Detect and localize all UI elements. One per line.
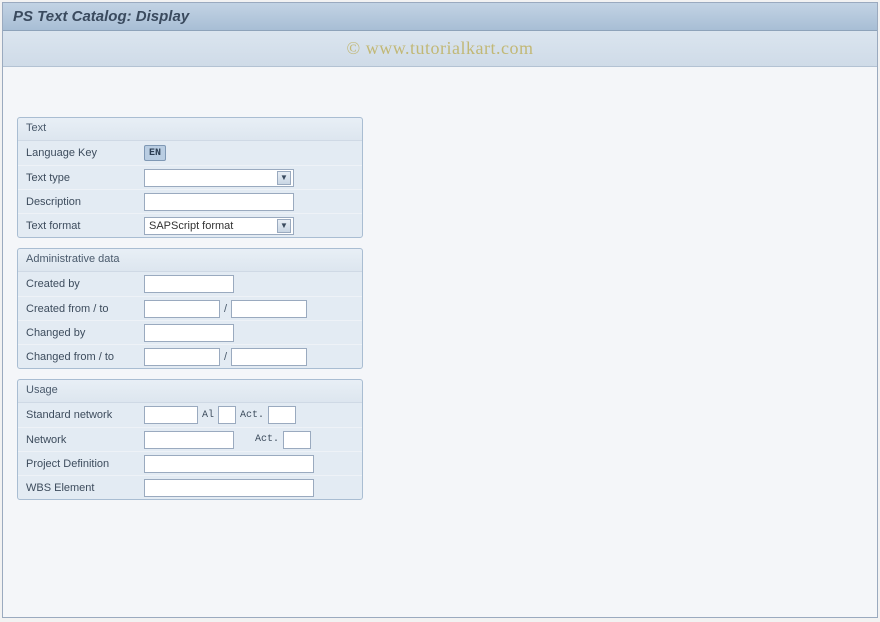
titlebar: PS Text Catalog: Display — [3, 3, 877, 31]
std-network-al-input[interactable] — [218, 406, 236, 424]
chevron-down-icon: ▼ — [277, 171, 291, 185]
group-usage: Usage Standard network Al Act. Network — [17, 379, 363, 500]
text-format-value: SAPScript format — [149, 220, 233, 232]
changed-to-input[interactable] — [231, 348, 307, 366]
created-from-input[interactable] — [144, 300, 220, 318]
created-to-input[interactable] — [231, 300, 307, 318]
text-format-select[interactable]: SAPScript format ▼ — [144, 217, 294, 235]
label-changed-range: Changed from / to — [24, 351, 144, 363]
text-type-select[interactable]: ▼ — [144, 169, 294, 187]
changed-by-input[interactable] — [144, 324, 234, 342]
chevron-down-icon: ▼ — [277, 219, 291, 233]
label-created-by: Created by — [24, 278, 144, 290]
label-wbs: WBS Element — [24, 482, 144, 494]
toolbar: © www.tutorialkart.com — [3, 31, 877, 67]
std-network-input-1[interactable] — [144, 406, 198, 424]
label-network: Network — [24, 434, 144, 446]
label-al: Al — [202, 410, 214, 421]
description-input[interactable] — [144, 193, 294, 211]
label-created-range: Created from / to — [24, 303, 144, 315]
label-text-format: Text format — [24, 220, 144, 232]
changed-from-input[interactable] — [144, 348, 220, 366]
label-project-def: Project Definition — [24, 458, 144, 470]
page-title: PS Text Catalog: Display — [13, 8, 189, 25]
separator: / — [224, 351, 227, 363]
watermark: © www.tutorialkart.com — [347, 38, 534, 59]
label-std-network: Standard network — [24, 409, 144, 421]
label-description: Description — [24, 196, 144, 208]
label-changed-by: Changed by — [24, 327, 144, 339]
network-input[interactable] — [144, 431, 234, 449]
label-act-2: Act. — [255, 434, 279, 445]
group-text-title: Text — [18, 118, 362, 141]
group-usage-title: Usage — [18, 380, 362, 403]
label-text-type: Text type — [24, 172, 144, 184]
created-by-input[interactable] — [144, 275, 234, 293]
label-act-1: Act. — [240, 410, 264, 421]
project-def-input[interactable] — [144, 455, 314, 473]
label-language-key: Language Key — [24, 147, 144, 159]
group-admin-title: Administrative data — [18, 249, 362, 272]
group-text: Text Language Key EN Text type ▼ — [17, 117, 363, 238]
network-act-input[interactable] — [283, 431, 311, 449]
language-key-badge[interactable]: EN — [144, 145, 166, 161]
group-admin: Administrative data Created by Created f… — [17, 248, 363, 369]
content-area: Text Language Key EN Text type ▼ — [3, 67, 877, 617]
app-window: PS Text Catalog: Display © www.tutorialk… — [2, 2, 878, 618]
std-network-act-input[interactable] — [268, 406, 296, 424]
wbs-input[interactable] — [144, 479, 314, 497]
separator: / — [224, 303, 227, 315]
